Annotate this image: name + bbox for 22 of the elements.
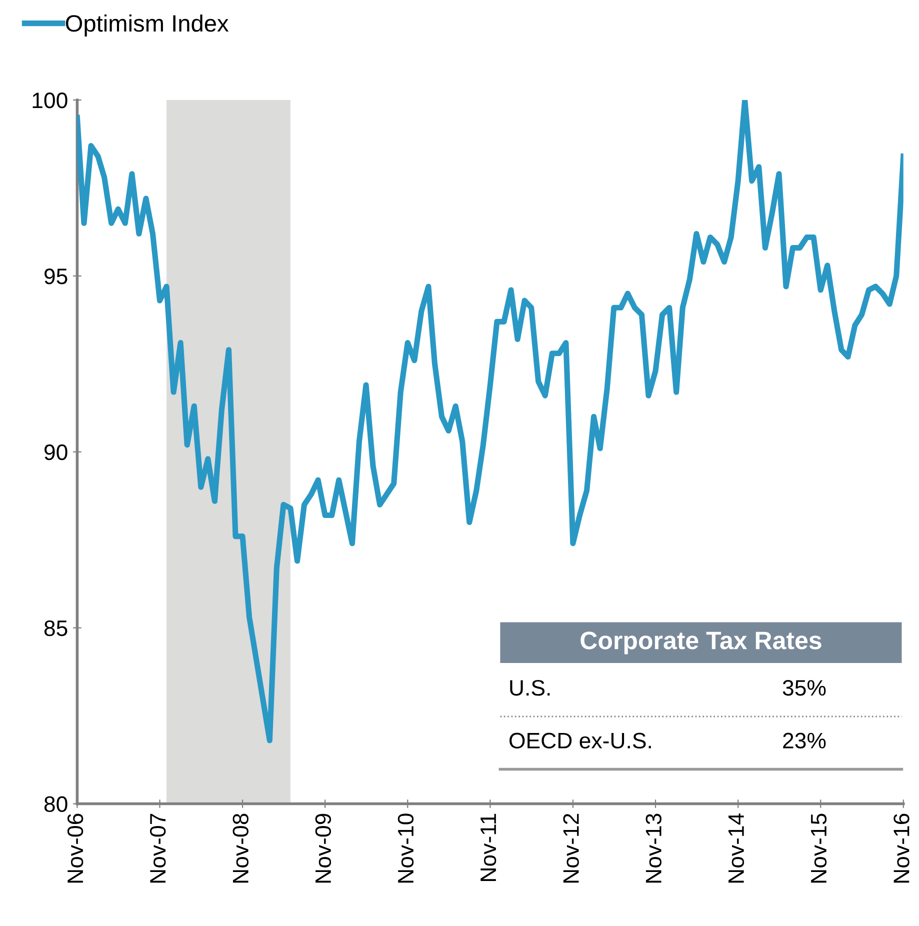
x-tick-label: Nov-13	[646, 814, 662, 883]
y-tick-label: 95	[44, 268, 68, 284]
x-tick-label: Nov-07	[150, 814, 166, 883]
x-tick-label: Nov-11	[480, 814, 496, 881]
y-tick-label: 100	[32, 92, 68, 108]
x-tick-label: Nov-12	[563, 814, 579, 883]
y-tick-label: 80	[44, 796, 68, 812]
annotation: 23%	[783, 732, 826, 749]
x-tick-label: Nov-06	[67, 814, 84, 883]
annotation: OECD ex-U.S.	[510, 732, 651, 749]
x-tick-label: Nov-14	[728, 813, 744, 883]
x-tick-label: Nov-09	[315, 814, 332, 883]
annotation: 35%	[782, 680, 826, 696]
y-tick-label: 90	[44, 444, 68, 460]
legend-label: Optimism Index	[66, 14, 229, 36]
x-tick-label: Nov-15	[811, 814, 827, 883]
x-tick-label: Nov-08	[232, 814, 248, 883]
annotation: U.S.	[510, 680, 550, 696]
annotation: Corporate Tax Rates	[580, 632, 822, 654]
y-tick-label: 85	[44, 620, 68, 636]
x-tick-label: Nov-16	[894, 814, 910, 883]
x-tick-label: Nov-10	[398, 814, 414, 883]
